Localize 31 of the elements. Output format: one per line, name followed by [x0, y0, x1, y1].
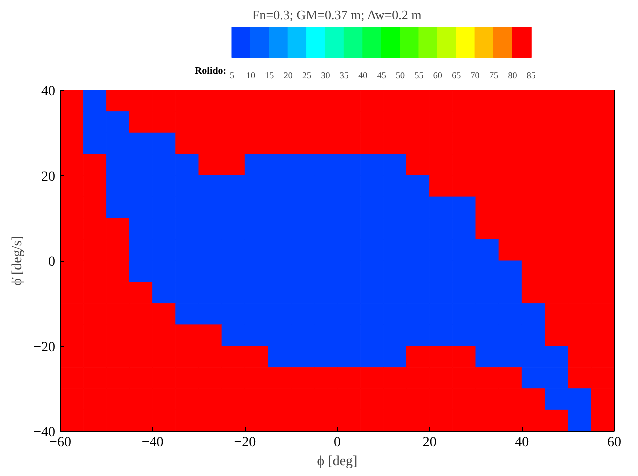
- color-bar-title: Rolido:: [194, 66, 227, 77]
- color-bar-label: 15: [265, 70, 275, 80]
- color-bar-label: 30: [321, 70, 331, 80]
- color-bar-label: 55: [414, 70, 424, 80]
- color-bar-label: 80: [508, 70, 518, 80]
- x-axis-title: ϕ [deg]: [317, 454, 358, 470]
- x-tick-label: 0: [334, 436, 341, 450]
- color-bar-label: 35: [340, 70, 350, 80]
- y-axis-title: ϕ̇ [deg/s]: [10, 236, 26, 286]
- y-tick-label: 0: [48, 255, 56, 270]
- color-bar-label: 50: [396, 70, 406, 80]
- chart-title: Fn=0.3; GM=0.37 m; Aw=0.2 m: [252, 8, 422, 22]
- color-bar-label: 70: [470, 70, 480, 80]
- color-bar-label: 75: [490, 70, 500, 80]
- x-tick-label: 20: [422, 436, 437, 450]
- x-tick-label: −40: [142, 436, 164, 450]
- color-bar-label: 10: [246, 70, 256, 80]
- x-tick-label: 40: [515, 436, 530, 450]
- color-bar-label: 20: [284, 70, 294, 80]
- y-tick-label: 40: [42, 84, 56, 100]
- x-tick-label: −20: [234, 436, 256, 450]
- x-tick-label: 60: [608, 436, 622, 450]
- color-bar-label: 45: [377, 70, 387, 80]
- y-tick-label: 20: [42, 170, 56, 185]
- color-bar-label: 60: [433, 70, 443, 80]
- y-tick-label: −20: [34, 340, 56, 356]
- color-bar-label: 85: [526, 70, 536, 80]
- color-bar-label: 65: [452, 70, 462, 80]
- color-bar-label: 5: [230, 70, 235, 80]
- color-bar-label: 40: [358, 70, 368, 80]
- color-bar-label: 25: [302, 70, 312, 80]
